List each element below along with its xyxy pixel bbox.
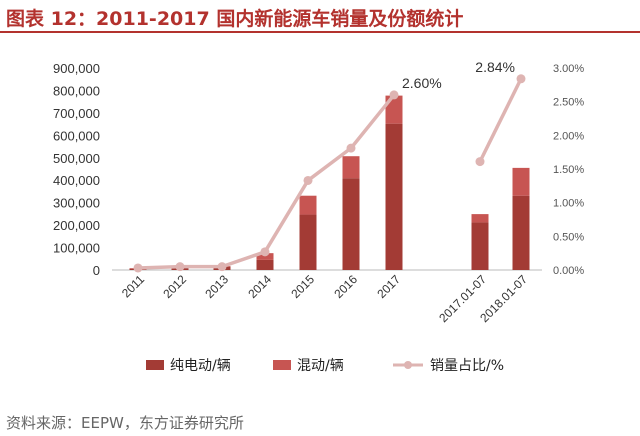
left-axis-ticks: 900,000 800,000 700,000 600,000 500,000 400,0…: [53, 61, 100, 278]
left-tick-label: 800,000: [53, 83, 100, 98]
legend-label-pure-ev: 纯电动/辆: [170, 358, 231, 374]
share-point: [217, 262, 227, 272]
bar-hybrid: [299, 195, 317, 215]
left-tick-label: 400,000: [53, 173, 100, 188]
share-annotation: 2.60%: [402, 75, 442, 91]
x-category-label: 2013: [202, 272, 231, 301]
bar-pure-ev: [385, 123, 403, 270]
x-category-label: 2017: [374, 272, 403, 301]
bar-hybrid: [512, 167, 530, 196]
legend: 纯电动/辆 混动/辆 销量占比/%: [146, 358, 504, 374]
share-line-series: [133, 74, 526, 273]
legend-label-hybrid: 混动/辆: [297, 358, 344, 374]
x-axis-categories: 2011 2012 2013 2014 2015 2016 2017 2017.01-0720…: [119, 272, 530, 325]
left-tick-label: 200,000: [53, 218, 100, 233]
x-category-label: 2012: [160, 272, 189, 301]
right-axis-ticks: 3.00% 2.50% 2.00% 1.50% 1.00% 0.50% 0.00%: [553, 63, 584, 277]
title-underline: [0, 31, 640, 33]
source-note: 资料来源：EEPW，东方证券研究所: [6, 414, 244, 432]
share-point: [133, 263, 143, 273]
right-tick-label: 1.00%: [553, 198, 584, 210]
bar-pure-ev: [471, 222, 489, 270]
share-point: [303, 175, 313, 185]
share-annotations: 2.60% 2.84%: [402, 59, 515, 91]
right-tick-label: 3.00%: [553, 63, 584, 75]
share-point: [260, 247, 270, 257]
left-tick-label: 600,000: [53, 128, 100, 143]
bar-pure-ev: [342, 178, 360, 270]
share-point: [516, 74, 526, 84]
x-category-label: 2015: [288, 272, 317, 301]
left-tick-label: 900,000: [53, 61, 100, 76]
share-line-segment-ytd: [478, 77, 523, 163]
right-tick-label: 0.50%: [553, 231, 584, 243]
bar-pure-ev: [512, 195, 530, 270]
legend-swatch-hybrid: [273, 360, 291, 370]
bar-hybrid: [471, 214, 489, 223]
share-point: [475, 157, 485, 167]
x-category-label: 2011: [119, 272, 147, 300]
bar-hybrid: [256, 253, 274, 260]
bar-pure-ev: [299, 214, 317, 270]
right-tick-label: 1.50%: [553, 164, 584, 176]
left-tick-label: 700,000: [53, 106, 100, 121]
legend-marker-share: [404, 361, 412, 369]
x-category-label: 2014: [245, 272, 274, 301]
legend-swatch-pure-ev: [146, 360, 164, 370]
chart-title: 图表 12：2011-2017 国内新能源车销量及份额统计: [6, 8, 464, 30]
x-category-label: 2016: [331, 272, 360, 301]
left-tick-label: 300,000: [53, 196, 100, 211]
right-tick-label: 2.50%: [553, 97, 584, 109]
bar-pure-ev: [256, 259, 274, 270]
legend-label-share: 销量占比/%: [430, 358, 504, 374]
share-annotation: 2.84%: [475, 59, 515, 75]
share-point: [389, 90, 399, 100]
right-tick-label: 0.00%: [553, 265, 584, 277]
right-tick-label: 2.00%: [553, 130, 584, 142]
left-tick-label: 0: [93, 263, 100, 278]
left-tick-label: 100,000: [53, 241, 100, 256]
left-tick-label: 500,000: [53, 151, 100, 166]
share-point: [346, 143, 356, 153]
bar-hybrid: [342, 156, 360, 179]
bar-series: [129, 95, 530, 270]
share-point: [175, 262, 185, 272]
